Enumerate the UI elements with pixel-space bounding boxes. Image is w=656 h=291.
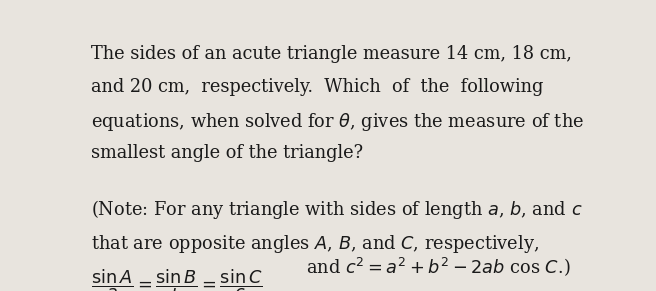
Text: that are opposite angles $A$, $B$, and $C$, respectively,: that are opposite angles $A$, $B$, and $… [91, 233, 539, 255]
Text: $\dfrac{\sin A}{a} = \dfrac{\sin B}{b} = \dfrac{\sin C}{c}$: $\dfrac{\sin A}{a} = \dfrac{\sin B}{b} =… [91, 267, 263, 291]
Text: (Note: For any triangle with sides of length $a$, $b$, and $c$: (Note: For any triangle with sides of le… [91, 198, 583, 221]
Text: equations, when solved for $\theta$, gives the measure of the: equations, when solved for $\theta$, giv… [91, 111, 584, 133]
Text: smallest angle of the triangle?: smallest angle of the triangle? [91, 145, 363, 162]
Text: The sides of an acute triangle measure 14 cm, 18 cm,: The sides of an acute triangle measure 1… [91, 45, 572, 63]
Text: and $c^2 = a^2 + b^2 - 2ab$ cos $C$.): and $c^2 = a^2 + b^2 - 2ab$ cos $C$.) [306, 255, 570, 278]
Text: and 20 cm,  respectively.  Which  of  the  following: and 20 cm, respectively. Which of the fo… [91, 78, 544, 96]
